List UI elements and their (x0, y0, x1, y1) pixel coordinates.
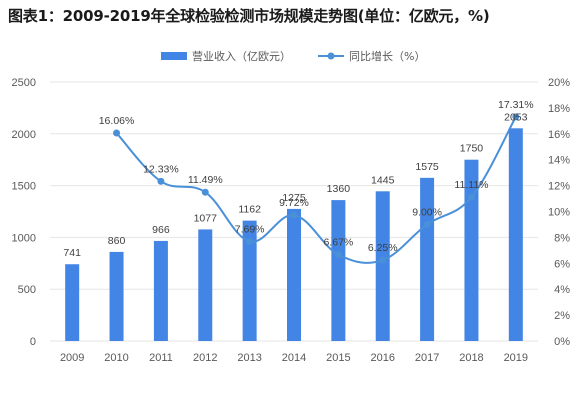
x-tick-label: 2017 (415, 352, 439, 364)
bar-data-label: 1575 (415, 161, 439, 173)
line-data-label: 11.11% (454, 179, 488, 191)
line-data-label: 17.31% (498, 99, 534, 111)
bar (109, 251, 124, 341)
x-tick-label: 2019 (504, 352, 528, 364)
bar (242, 220, 257, 341)
x-tick-label: 2013 (237, 352, 261, 364)
line-point (379, 256, 387, 264)
legend-bar-label: 营业收入（亿欧元） (192, 49, 291, 63)
y-right-tick-label: 2% (554, 310, 570, 322)
growth-line (115, 116, 517, 264)
chart-title: 图表1：2009-2019年全球检验检测市场规模走势图(单位：亿欧元，%) (8, 7, 490, 25)
line-point (157, 177, 165, 185)
bar (153, 240, 168, 341)
bar (420, 177, 435, 341)
line-data-label: 16.06% (99, 115, 135, 127)
bar (287, 208, 301, 341)
line-point (423, 220, 431, 228)
line-data-label: 6.67% (323, 237, 353, 249)
x-tick-label: 2010 (104, 352, 128, 364)
x-tick-label: 2011 (149, 352, 173, 364)
bar (375, 191, 390, 341)
bar-data-label: 1360 (327, 183, 351, 195)
bar-data-label: 2053 (504, 111, 528, 123)
line-data-label: 9.00% (412, 206, 442, 218)
line-data-label: 7.69% (235, 223, 265, 235)
x-tick-label: 2016 (370, 352, 394, 364)
bar-data-label: 1077 (194, 212, 218, 224)
bar-data-label: 1162 (238, 204, 261, 216)
bar (464, 159, 479, 341)
line-point (201, 188, 209, 196)
x-tick-label: 2018 (459, 352, 483, 364)
line-data-label: 9.72% (279, 197, 309, 209)
line-point (334, 251, 342, 259)
bar-data-label: 860 (108, 235, 126, 247)
bar-data-label: 966 (152, 224, 170, 236)
x-tick-label: 2014 (282, 352, 306, 364)
y-right-tick-label: 10% (548, 207, 570, 219)
x-tick-label: 2012 (193, 352, 217, 364)
line-point (113, 129, 121, 137)
y-right-tick-label: 4% (554, 284, 570, 296)
y-left-tick-label: 500 (18, 284, 36, 296)
y-left-tick-label: 2500 (12, 77, 36, 89)
legend-line-label: 同比增长（%） (349, 49, 425, 63)
legend-line-marker (327, 52, 335, 60)
bar-data-label: 741 (63, 247, 81, 259)
y-right-tick-label: 20% (548, 77, 570, 89)
bar-data-label: 1750 (460, 143, 484, 155)
y-right-tick-label: 0% (554, 336, 570, 348)
y-right-tick-label: 12% (548, 181, 570, 193)
bar-data-label: 1275 (282, 192, 306, 204)
bar (331, 200, 346, 341)
bar (198, 229, 213, 341)
y-left-tick-label: 0 (30, 336, 36, 348)
x-tick-label: 2015 (326, 352, 350, 364)
x-tick-label: 2009 (60, 352, 84, 364)
line-point (467, 193, 475, 201)
y-right-tick-label: 18% (548, 103, 570, 115)
y-right-tick-label: 16% (548, 129, 570, 141)
legend-bar-swatch (161, 52, 187, 60)
line-data-label: 12.33% (143, 163, 179, 175)
y-right-tick-label: 6% (554, 258, 570, 270)
y-left-tick-label: 2000 (12, 129, 36, 141)
y-left-tick-label: 1500 (12, 181, 36, 193)
y-right-tick-label: 8% (554, 232, 570, 244)
bar-data-label: 1445 (371, 174, 395, 186)
y-left-tick-label: 1000 (12, 232, 36, 244)
bar (65, 264, 80, 341)
line-data-label: 6.25% (368, 242, 398, 254)
line-point (290, 211, 298, 219)
bar (508, 128, 523, 341)
line-point (512, 113, 520, 121)
line-data-label: 11.49% (188, 174, 223, 186)
line-point (246, 237, 254, 245)
y-right-tick-label: 14% (548, 155, 570, 167)
